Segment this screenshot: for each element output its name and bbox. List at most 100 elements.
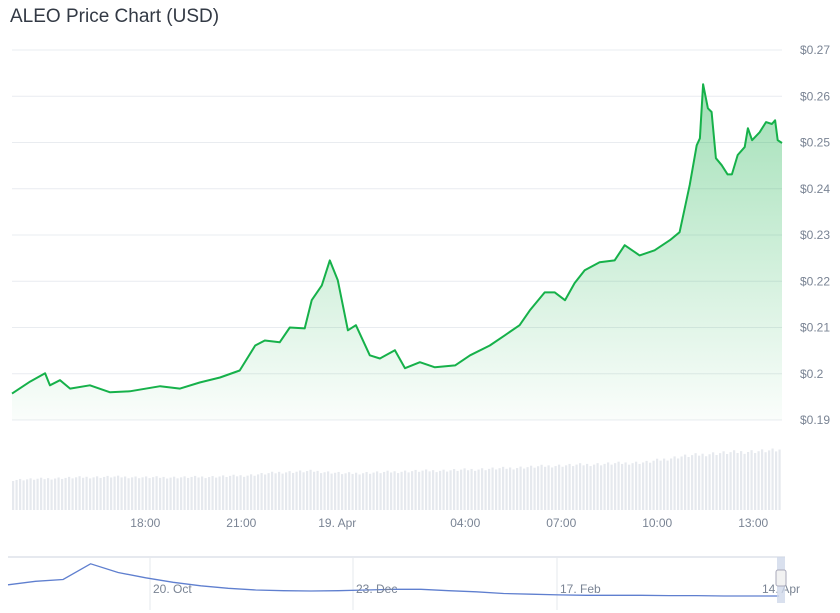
volume-bar — [50, 479, 53, 510]
volume-bar — [729, 452, 732, 510]
volume-bar — [222, 475, 225, 510]
volume-bar — [162, 476, 165, 510]
navigator-tick-label: 17. Feb — [560, 582, 601, 596]
x-tick-label: 19. Apr — [318, 516, 356, 530]
volume-bar — [295, 471, 298, 510]
volume-bar — [358, 474, 361, 510]
volume-bar — [463, 468, 466, 510]
volume-bar — [754, 453, 757, 510]
volume-bar — [393, 471, 396, 510]
volume-bar — [747, 452, 750, 510]
volume-bar — [708, 454, 711, 510]
volume-bar — [400, 471, 403, 510]
volume-bar — [628, 464, 631, 510]
volume-bar — [768, 450, 771, 510]
volume-bar — [183, 476, 186, 510]
volume-bar — [82, 477, 85, 510]
volume-bar — [540, 464, 543, 510]
volume-bar — [719, 453, 722, 510]
volume-bar — [516, 468, 519, 510]
volume-bar — [166, 478, 169, 510]
volume-bar — [64, 477, 67, 510]
volume-bar — [89, 478, 92, 510]
volume-bar — [589, 466, 592, 510]
volume-bar — [638, 463, 641, 510]
volume-bar — [481, 468, 484, 510]
volume-bar — [579, 463, 582, 510]
volume-bar — [250, 474, 253, 510]
volume-bar — [519, 466, 522, 510]
y-tick-label: $0.26 — [800, 89, 830, 103]
volume-bar — [369, 473, 372, 510]
volume-bar — [743, 453, 746, 510]
volume-bar — [313, 471, 316, 510]
volume-bar — [512, 469, 515, 510]
volume-bar — [428, 471, 431, 510]
volume-bar — [264, 474, 267, 510]
y-tick-label: $0.21 — [800, 321, 830, 335]
volume-bar — [778, 449, 781, 510]
volume-bar — [722, 451, 725, 510]
volume-bar — [491, 467, 494, 510]
volume-bar — [379, 473, 382, 510]
volume-bar — [236, 476, 239, 510]
volume-bar — [215, 477, 218, 510]
volume-bar — [117, 475, 120, 510]
volume-bar — [397, 473, 400, 510]
y-tick-label: $0.24 — [800, 182, 830, 196]
volume-bar — [341, 474, 344, 510]
volume-bar — [680, 456, 683, 510]
volume-bar — [453, 469, 456, 510]
volume-bar — [187, 477, 190, 510]
volume-bar — [642, 462, 645, 510]
volume-bar — [194, 475, 197, 510]
navigator-handle[interactable] — [775, 569, 787, 587]
volume-bar — [243, 476, 246, 510]
volume-bar — [701, 453, 704, 510]
volume-bar — [278, 471, 281, 510]
volume-bar — [197, 477, 200, 510]
y-tick-label: $0.25 — [800, 136, 830, 150]
x-tick-label: 10:00 — [642, 516, 672, 530]
volume-bar — [733, 450, 736, 510]
volume-bar — [467, 470, 470, 510]
volume-bar — [323, 472, 326, 510]
volume-bar — [740, 451, 743, 510]
volume-bar — [421, 470, 424, 510]
volume-bar — [621, 463, 624, 510]
volume-bar — [712, 452, 715, 510]
volume-bar — [456, 470, 459, 510]
volume-bar — [554, 466, 557, 510]
volume-bar — [145, 476, 148, 510]
volume-bar — [292, 472, 295, 510]
volume-bar — [568, 463, 571, 510]
volume-bar — [257, 474, 260, 510]
volume-bar — [411, 471, 414, 510]
volume-bar — [110, 477, 113, 510]
volume-bar — [498, 468, 501, 510]
volume-bar — [558, 464, 561, 510]
volume-bar — [691, 455, 694, 510]
volume-bar — [442, 469, 445, 510]
volume-bar — [530, 465, 533, 510]
volume-bar — [537, 466, 540, 510]
volume-bar — [113, 476, 116, 510]
volume-bar — [750, 450, 753, 510]
volume-bar — [477, 469, 480, 510]
volume-bar — [544, 466, 547, 510]
volume-bar — [22, 480, 25, 510]
volume-bar — [99, 477, 102, 510]
volume-bar — [47, 478, 50, 510]
price-line — [11, 83, 783, 395]
volume-bar — [218, 476, 221, 510]
volume-bar — [386, 470, 389, 510]
volume-bar — [267, 473, 270, 510]
volume-bar — [635, 461, 638, 510]
volume-bar — [253, 475, 256, 510]
volume-bar — [127, 478, 130, 510]
volume-bar — [138, 478, 141, 510]
volume-bar — [176, 478, 179, 510]
volume-bar — [229, 475, 232, 510]
